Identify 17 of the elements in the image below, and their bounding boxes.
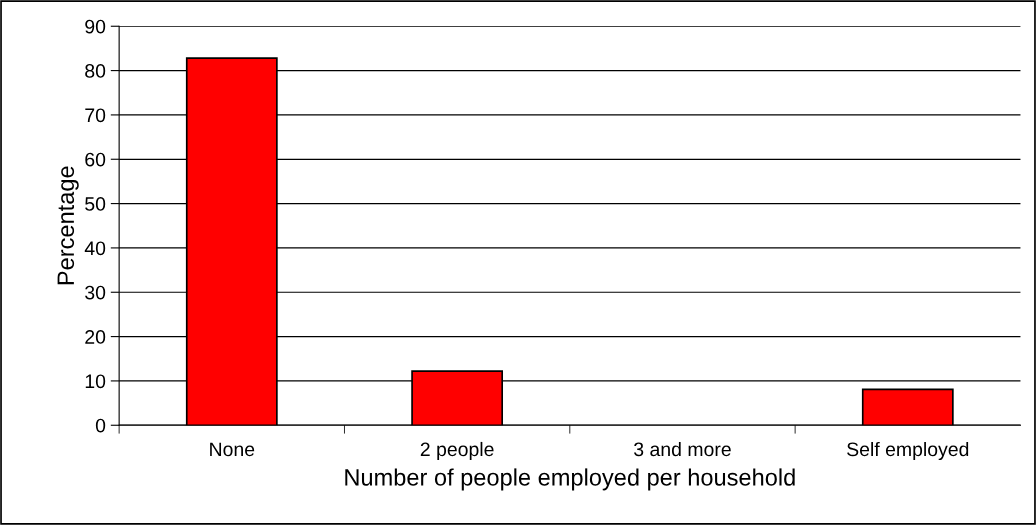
y-tick-label: 10 <box>85 374 106 389</box>
y-tick-label: 0 <box>95 418 106 433</box>
y-tick-label: 30 <box>85 285 106 300</box>
y-tick-label: 60 <box>85 152 106 167</box>
y-tick-label: 40 <box>84 241 106 256</box>
x-tick-label: 2 people <box>420 441 494 461</box>
x-tick-label: Self employed <box>847 441 969 461</box>
x-tick-label: None <box>210 442 255 457</box>
y-axis-title: Percentage <box>57 166 79 285</box>
bar <box>861 388 954 426</box>
y-tick-label: 20 <box>85 330 106 344</box>
x-tick-label: 3 and more <box>634 441 731 457</box>
x-axis-title: Number of people employed per household <box>345 468 795 491</box>
y-tick-label: 80 <box>85 64 106 78</box>
y-tick-label: 90 <box>85 19 106 34</box>
y-tick-label: 50 <box>85 197 106 211</box>
y-tick-label: 70 <box>85 108 106 123</box>
